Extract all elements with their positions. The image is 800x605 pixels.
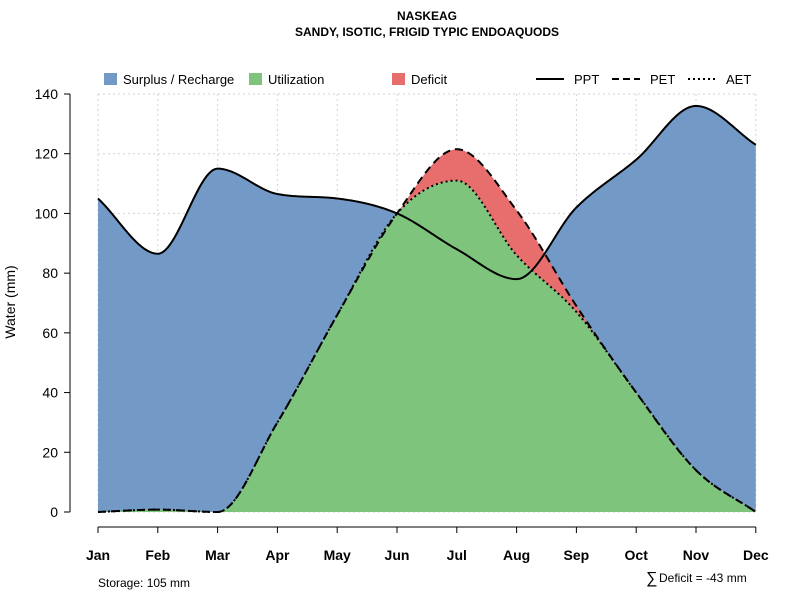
utilization-area	[98, 180, 756, 512]
legend-swatch	[104, 73, 117, 85]
chart-title: NASKEAG	[397, 9, 457, 23]
legend-label: PET	[650, 72, 675, 87]
x-tick-label: Feb	[145, 547, 170, 563]
legend-swatch	[249, 73, 262, 85]
legend-label: Surplus / Recharge	[123, 72, 234, 87]
series-line-ppt	[97, 104, 757, 281]
x-tick-label: Oct	[625, 547, 649, 563]
y-tick-label: 40	[42, 385, 58, 401]
legend-label: Deficit	[411, 72, 448, 87]
x-tick-label: Apr	[265, 547, 290, 563]
x-tick-label: Jul	[447, 547, 467, 563]
y-tick-label: 20	[42, 444, 58, 460]
y-tick-label: 60	[42, 325, 58, 341]
series-lines	[97, 104, 757, 513]
series-line-pet	[97, 148, 757, 513]
x-tick-label: Aug	[503, 547, 530, 563]
chart-subtitle: SANDY, ISOTIC, FRIGID TYPIC ENDOAQUODS	[295, 25, 559, 39]
legend-swatch	[392, 73, 405, 85]
legend: Surplus / Recharge Utilization Deficit PPT P…	[104, 72, 751, 87]
y-axis-label: Water (mm)	[2, 265, 18, 338]
x-tick-label: Sep	[564, 547, 590, 563]
axes: 0 20 40 60 80 100 120 140 Jan Feb Mar Apr May Jun Jul A…	[35, 86, 769, 563]
legend-label: AET	[726, 72, 751, 87]
x-tick-label: Mar	[205, 547, 230, 563]
y-tick-label: 120	[35, 146, 59, 162]
area-fills	[98, 105, 756, 513]
sigma-icon: ∑	[646, 570, 657, 587]
y-tick-label: 100	[35, 205, 59, 221]
x-tick-label: Jan	[86, 547, 110, 563]
storage-note: Storage: 105 mm	[98, 576, 190, 590]
legend-label: PPT	[574, 72, 599, 87]
y-tick-label: 140	[35, 86, 59, 102]
x-tick-label: May	[324, 547, 351, 563]
y-tick-label: 80	[42, 265, 58, 281]
x-tick-label: Dec	[743, 547, 769, 563]
x-tick-label: Nov	[683, 547, 710, 563]
x-tick-label: Jun	[385, 547, 410, 563]
deficit-note: Deficit = -43 mm	[659, 571, 747, 585]
legend-label: Utilization	[268, 72, 324, 87]
y-tick-label: 0	[50, 504, 58, 520]
